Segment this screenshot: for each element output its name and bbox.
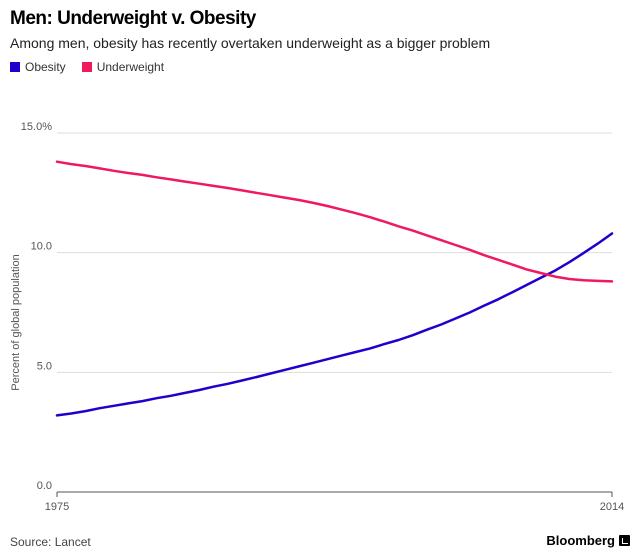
legend-label-obesity: Obesity [25, 60, 66, 74]
chart-title: Men: Underweight v. Obesity [10, 8, 256, 29]
brand-logo: Bloomberg [546, 533, 630, 548]
legend-swatch-underweight [81, 62, 92, 72]
x-tick-label: 1975 [45, 501, 69, 513]
brand-name: Bloomberg [546, 533, 615, 548]
x-tick-label: 2014 [600, 501, 624, 513]
source-note: Source: Lancet [10, 535, 91, 549]
y-tick-label: 0.0 [37, 480, 52, 492]
series-line-underweight [55, 160, 614, 283]
y-tick-label: 5.0 [37, 360, 52, 372]
y-axis-label: Percent of global population [10, 254, 22, 390]
series-line-obesity [55, 232, 614, 417]
legend-item-underweight: Underweight [81, 60, 165, 74]
y-tick-label: 15.0% [21, 121, 52, 133]
chart-logo-icon [619, 535, 630, 546]
y-tick-label: 10.0 [31, 241, 52, 253]
legend-swatch-obesity [10, 62, 20, 72]
chart-subtitle: Among men, obesity has recently overtake… [10, 35, 491, 51]
legend-item-obesity: Obesity [10, 60, 66, 74]
legend-label-underweight: Underweight [96, 60, 165, 74]
chart-legend: Obesity Underweight [10, 60, 180, 74]
